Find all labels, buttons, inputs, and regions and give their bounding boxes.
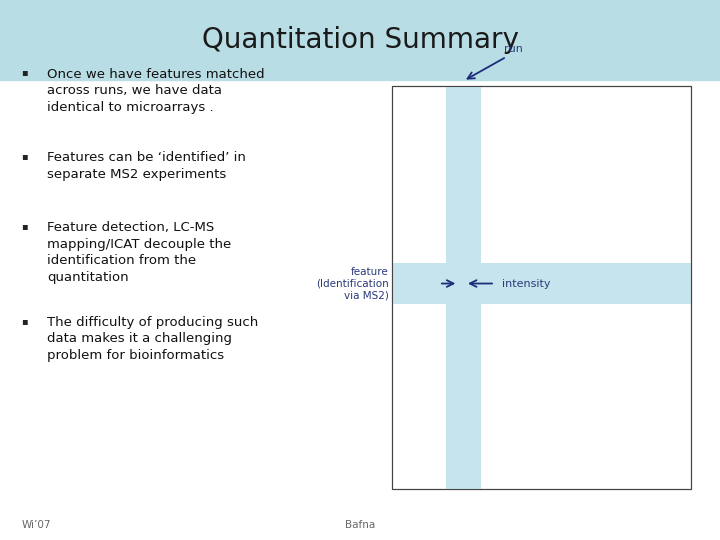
Text: ▪: ▪ [22, 151, 28, 161]
Bar [392, 264, 691, 303]
Text: feature
(Identification
via MS2): feature (Identification via MS2) [316, 267, 389, 300]
Text: Features can be ‘identified’ in
separate MS2 experiments: Features can be ‘identified’ in separate… [47, 151, 246, 181]
Text: intensity: intensity [502, 279, 551, 288]
Text: Feature detection, LC-MS
mapping/ICAT decouple the
identification from the
quant: Feature detection, LC-MS mapping/ICAT de… [47, 221, 231, 284]
Text: ▪: ▪ [22, 68, 28, 78]
Text: Bafna: Bafna [345, 520, 375, 530]
Text: run: run [504, 44, 523, 54]
Bar [0, 0, 720, 80]
Bar [392, 86, 691, 489]
Text: Once we have features matched
across runs, we have data
identical to microarrays: Once we have features matched across run… [47, 68, 264, 113]
Text: Quantitation Summary: Quantitation Summary [202, 26, 518, 54]
Bar [392, 86, 691, 489]
Text: Wi’07: Wi’07 [22, 520, 51, 530]
Bar [446, 86, 480, 489]
Text: The difficulty of producing such
data makes it a challenging
problem for bioinfo: The difficulty of producing such data ma… [47, 316, 258, 362]
Text: ▪: ▪ [22, 221, 28, 232]
Text: ▪: ▪ [22, 316, 28, 326]
